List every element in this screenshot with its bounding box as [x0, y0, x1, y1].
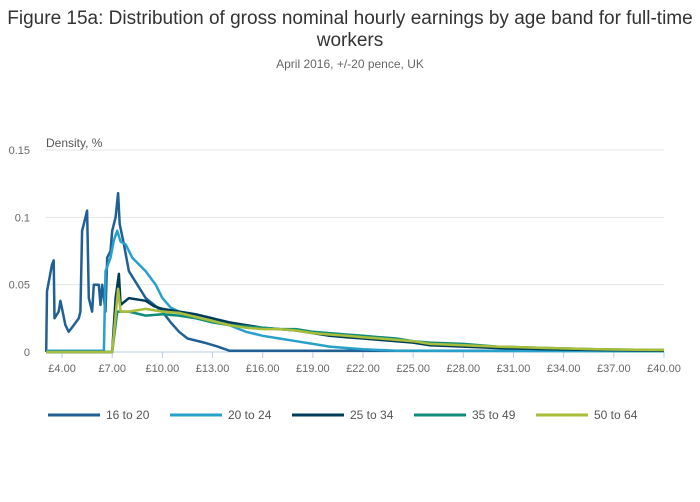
x-tick-label: £37.00	[597, 363, 631, 375]
legend-label: 35 to 49	[472, 408, 516, 422]
y-axis-label: Density, %	[46, 136, 103, 150]
series-line-16-to-20	[44, 191, 664, 353]
x-tick-label: £31.00	[497, 363, 531, 375]
legend-label: 25 to 34	[350, 408, 394, 422]
y-tick-label: 0	[24, 347, 30, 359]
series-line-50-to-64	[46, 287, 665, 354]
y-tick-label: 0.1	[15, 212, 30, 224]
x-tick-label: £19.00	[296, 363, 330, 375]
y-tick-label: 0.15	[9, 145, 30, 157]
series-line-20-to-24	[46, 229, 665, 353]
x-tick-label: £16.00	[246, 363, 280, 375]
x-tick-label: £22.00	[346, 363, 380, 375]
x-tick-label: £40.00	[647, 363, 681, 375]
legend-label: 50 to 64	[594, 408, 638, 422]
x-tick-label: £25.00	[396, 363, 430, 375]
chart-subtitle: April 2016, +/-20 pence, UK	[276, 57, 424, 71]
x-tick-label: £13.00	[196, 363, 230, 375]
x-tick-label: £34.00	[547, 363, 581, 375]
x-tick-label: £28.00	[447, 363, 481, 375]
legend-label: 20 to 24	[228, 408, 272, 422]
x-tick-label: £4.00	[48, 363, 76, 375]
series-line-35-to-49	[46, 310, 665, 354]
y-tick-label: 0.05	[9, 280, 30, 292]
legend-label: 16 to 20	[106, 408, 150, 422]
x-tick-label: £10.00	[146, 363, 180, 375]
x-tick-label: £7.00	[98, 363, 126, 375]
chart-title: Figure 15a: Distribution of gross nomina…	[7, 8, 693, 51]
